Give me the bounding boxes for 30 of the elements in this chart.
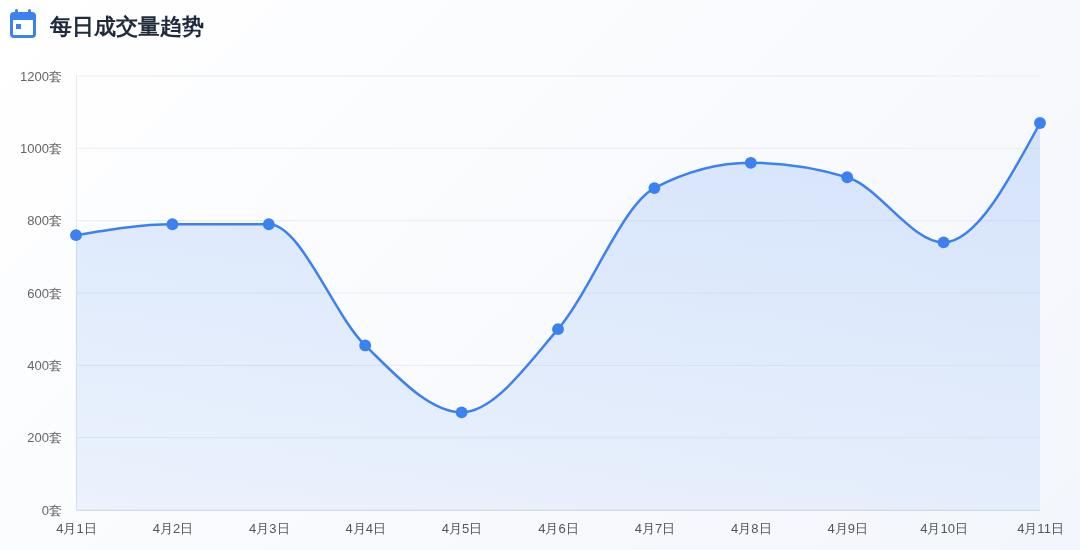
point bbox=[744, 156, 757, 169]
y-tick-label: 1200套 bbox=[20, 68, 62, 84]
point bbox=[166, 218, 179, 231]
point bbox=[262, 218, 275, 231]
x-tick-label: 4月7日 bbox=[634, 521, 676, 537]
point bbox=[552, 323, 564, 336]
y-tick-label: 800套 bbox=[27, 213, 62, 229]
point bbox=[70, 229, 82, 242]
x-tick-label: 4月10日 bbox=[920, 521, 968, 537]
point bbox=[359, 339, 372, 352]
x-tick-label: 4月6日 bbox=[538, 521, 579, 537]
x-tick-label: 4月3日 bbox=[249, 521, 290, 537]
x-tick-label: 4月8日 bbox=[731, 521, 772, 537]
x-tick-label: 4月5日 bbox=[441, 521, 483, 537]
y-tick-label: 600套 bbox=[27, 285, 62, 301]
chart-title: 每日成交量趋势 bbox=[49, 14, 204, 39]
x-tick-label: 4月9日 bbox=[827, 521, 868, 537]
y-tick-label: 400套 bbox=[27, 357, 62, 373]
point bbox=[937, 236, 950, 249]
point bbox=[1034, 117, 1046, 129]
x-tick-label: 4月1日 bbox=[56, 521, 97, 537]
point bbox=[648, 182, 661, 195]
x-tick-label: 4月2日 bbox=[152, 521, 194, 537]
y-tick-label: 1000套 bbox=[20, 140, 62, 156]
point bbox=[455, 406, 468, 419]
x-tick-label: 4月11日 bbox=[1017, 521, 1064, 537]
x-tick-label: 4月4日 bbox=[345, 521, 386, 537]
y-tick-label: 200套 bbox=[27, 430, 62, 446]
y-tick-label: 0套 bbox=[41, 502, 62, 518]
point bbox=[841, 171, 854, 184]
